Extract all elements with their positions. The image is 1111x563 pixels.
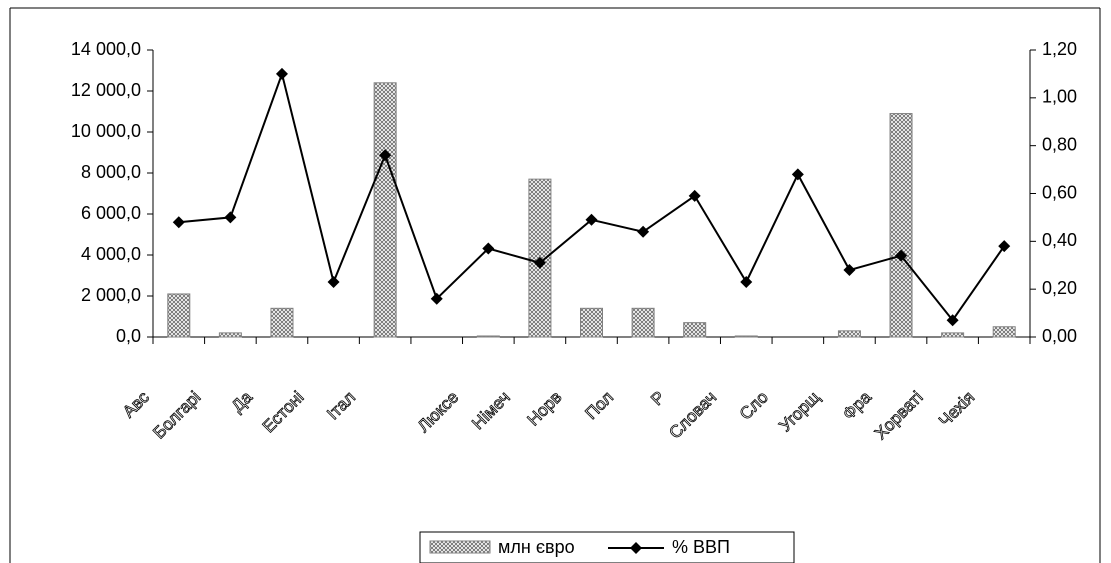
- legend-label: % ВВП: [672, 537, 730, 557]
- bar: [941, 332, 965, 338]
- y-tick-label: 8 000,0: [81, 162, 141, 182]
- marker: [843, 264, 856, 277]
- x-tick-label: Болгарі: [149, 388, 204, 443]
- marker: [637, 225, 650, 238]
- bar: [476, 335, 500, 338]
- marker: [482, 242, 495, 255]
- marker: [946, 314, 959, 327]
- bar: [580, 307, 603, 338]
- x-tick-label: Естоні: [259, 388, 308, 437]
- y-tick-label: 6 000,0: [81, 203, 141, 223]
- marker: [327, 275, 340, 288]
- marker: [379, 149, 392, 162]
- bar: [218, 332, 242, 338]
- x-tick-label: Да: [228, 387, 257, 416]
- y-tick-label: 4 000,0: [81, 244, 141, 264]
- y-tick-label: 12 000,0: [71, 80, 141, 100]
- marker: [430, 292, 443, 305]
- marker: [998, 240, 1011, 253]
- bar: [889, 113, 913, 338]
- y2-tick-label: 0,40: [1042, 230, 1077, 250]
- y2-tick-label: 0,60: [1042, 182, 1077, 202]
- bar: [631, 307, 655, 338]
- x-tick-label: Авс: [119, 387, 153, 421]
- marker: [688, 189, 701, 202]
- x-tick-label: Сло: [736, 388, 772, 424]
- bar: [270, 307, 294, 338]
- x-tick-label: Норв: [524, 388, 566, 430]
- marker: [791, 168, 804, 181]
- y-tick-label: 10 000,0: [71, 121, 141, 141]
- x-tick-label: Люксе: [414, 388, 462, 436]
- x-tick-label: Фра: [839, 387, 875, 423]
- y-tick-label: 2 000,0: [81, 285, 141, 305]
- x-tick-label: Угорщ: [776, 388, 824, 436]
- y2-tick-label: 0,80: [1042, 134, 1077, 154]
- legend-label: млн євро: [498, 537, 575, 557]
- line: [178, 70, 1006, 322]
- legend-swatch: [429, 540, 491, 554]
- y2-tick-label: 0,20: [1042, 278, 1077, 298]
- x-tick-label: Італ: [323, 388, 359, 424]
- y2-tick-label: 1,20: [1042, 39, 1077, 59]
- bar: [683, 322, 707, 338]
- x-tick-label: Німеч: [468, 388, 514, 434]
- y-tick-label: 0,0: [116, 326, 141, 346]
- x-tick-label: Словач: [665, 388, 720, 443]
- bar: [373, 82, 397, 338]
- marker: [224, 211, 237, 224]
- bar: [837, 330, 861, 338]
- bar: [734, 335, 758, 338]
- x-tick-label: Р: [647, 388, 668, 409]
- marker: [740, 275, 753, 288]
- y2-tick-label: 1,00: [1042, 87, 1077, 107]
- y2-tick-label: 0,00: [1042, 326, 1077, 346]
- x-tick-label: Хорваті: [871, 388, 927, 444]
- y-tick-label: 14 000,0: [71, 39, 141, 59]
- marker: [895, 249, 908, 262]
- bar: [167, 293, 191, 338]
- bar: [992, 326, 1016, 338]
- x-tick-label: Пол: [582, 388, 618, 424]
- marker: [533, 256, 546, 269]
- legend-marker: [630, 542, 642, 554]
- marker: [275, 67, 288, 80]
- marker: [585, 213, 598, 226]
- marker: [172, 216, 185, 229]
- x-tick-label: Чехія: [935, 388, 978, 431]
